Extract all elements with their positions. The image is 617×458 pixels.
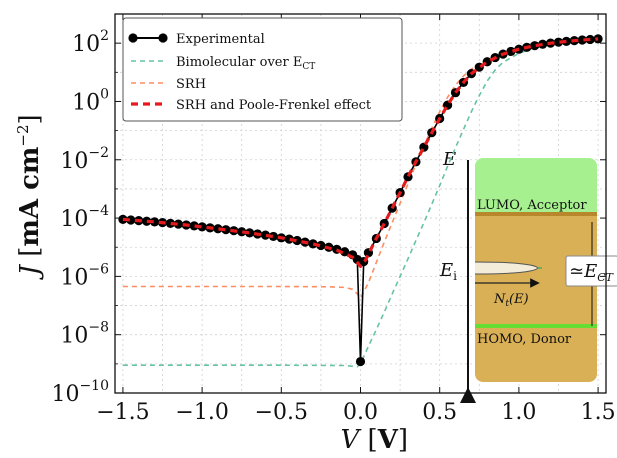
y-tick-label: 100 — [72, 86, 109, 115]
lumo-label: LUMO, Acceptor — [477, 198, 587, 213]
y-tick-exp: −8 — [88, 320, 109, 336]
legend-label-main: Experimental — [176, 32, 265, 47]
y-axis-title-exp: −2 — [14, 124, 32, 146]
y-axis-title-open-bracket: [ — [15, 247, 45, 265]
data-point — [189, 221, 199, 231]
nt-label-sub: t — [505, 299, 509, 309]
data-point — [213, 224, 223, 234]
y-tick-exp: 0 — [100, 86, 109, 102]
y-tick-exp: −4 — [88, 203, 109, 219]
legend-label: Bimolecular over ECT — [176, 55, 315, 72]
energy-diagram-inset: E LUMO, Acceptor HOMO, Donor Ei Nt(E) ≃E… — [439, 149, 617, 403]
ect-label-main: ≃E — [569, 261, 597, 282]
x-tick-label: 0.5 — [422, 400, 457, 425]
data-point — [530, 41, 540, 51]
y-tick-base: 10 — [72, 32, 100, 57]
y-tick-base: 10 — [60, 265, 88, 290]
ect-label-box: ≃ECT — [565, 255, 617, 287]
nt-label-arg: (E) — [509, 292, 529, 307]
data-point — [245, 228, 255, 238]
x-tick-label: −0.5 — [255, 400, 308, 425]
data-point — [126, 215, 136, 225]
legend-label-main: Bimolecular over E — [176, 55, 302, 70]
ei-label-main: E — [439, 260, 453, 281]
homo-label: HOMO, Donor — [477, 332, 572, 347]
data-point — [142, 216, 152, 226]
y-tick-base: 10 — [60, 207, 88, 232]
data-point — [292, 235, 302, 246]
y-tick-label: 10−8 — [60, 320, 109, 349]
legend-label: SRH and Poole-Frenkel effect — [176, 98, 372, 113]
legend-swatch-marker — [158, 33, 168, 43]
x-axis-title: V [V] — [341, 425, 409, 455]
data-point — [355, 356, 366, 367]
axes: −1.5 −1.0 −0.5 0.0 0.5 1.0 1.510−1010−810−610−… — [51, 13, 616, 425]
legend-label: SRH — [176, 77, 206, 92]
nt-label: Nt(E) — [493, 292, 529, 309]
x-axis-title-open-bracket: [ — [359, 425, 377, 455]
ei-label-sub: i — [453, 269, 457, 283]
y-tick-exp: −6 — [88, 261, 109, 277]
acceptor-region — [475, 158, 597, 222]
data-point — [316, 240, 326, 251]
data-point — [260, 230, 271, 240]
x-tick-label: −1.5 — [96, 400, 149, 425]
legend-label: Experimental — [176, 32, 265, 47]
y-axis-title: J [mA cm−2] — [14, 114, 45, 280]
legend-label-main: SRH — [176, 77, 206, 92]
data-point — [237, 227, 247, 237]
x-tick-label: 1.5 — [581, 400, 616, 425]
y-tick-label: 102 — [72, 28, 109, 57]
y-tick-base: 10 — [60, 149, 88, 174]
data-point — [538, 39, 548, 49]
x-tick-label: 0.0 — [343, 400, 378, 425]
data-point — [577, 35, 587, 45]
y-tick-exp: −2 — [88, 145, 109, 161]
ect-label-background — [565, 255, 617, 287]
y-tick-base: 10 — [51, 382, 79, 407]
data-point — [221, 225, 231, 235]
data-point — [173, 219, 183, 229]
x-axis-title-unit: V — [377, 425, 399, 455]
data-point — [553, 37, 564, 47]
y-axis-title-var: J — [15, 264, 45, 281]
legend-label-main: SRH and Poole-Frenkel effect — [176, 98, 372, 113]
energy-axis-label: E — [442, 149, 456, 170]
donor-region — [475, 318, 597, 382]
data-point — [340, 247, 350, 257]
data-point — [197, 222, 207, 232]
data-point — [268, 231, 278, 242]
ei-label: Ei — [439, 260, 457, 283]
legend-swatch-marker — [128, 33, 138, 43]
legend-box — [122, 17, 403, 122]
data-point — [284, 234, 294, 244]
y-tick-exp: 2 — [100, 28, 109, 44]
legend-label-sub: CT — [302, 62, 315, 72]
data-point — [149, 217, 160, 227]
x-tick-label: −1.0 — [175, 400, 228, 425]
y-axis-title-close-bracket: ] — [15, 114, 45, 124]
data-point — [506, 46, 516, 57]
series-line — [122, 37, 599, 268]
data-point — [308, 239, 318, 249]
x-axis-title-var: V — [341, 425, 362, 455]
legend: Experimental Bimolecular over ECT SRH SRH a… — [122, 17, 403, 122]
trap-distribution-curve — [474, 261, 538, 275]
series — [118, 34, 603, 368]
y-tick-base: 10 — [72, 90, 100, 115]
nt-label-main: N — [493, 292, 506, 307]
y-tick-label: 10−4 — [60, 203, 109, 232]
y-tick-exp: −10 — [79, 378, 109, 394]
x-axis-title-close-bracket: ] — [398, 425, 408, 455]
y-tick-label: 10−2 — [60, 145, 109, 174]
data-point — [165, 218, 176, 228]
y-tick-base: 10 — [60, 324, 88, 349]
y-axis-title-unit: mA cm — [15, 147, 45, 247]
y-tick-label: 10−10 — [51, 378, 109, 407]
x-tick-label: 1.0 — [501, 400, 536, 425]
y-tick-label: 10−6 — [60, 261, 109, 290]
